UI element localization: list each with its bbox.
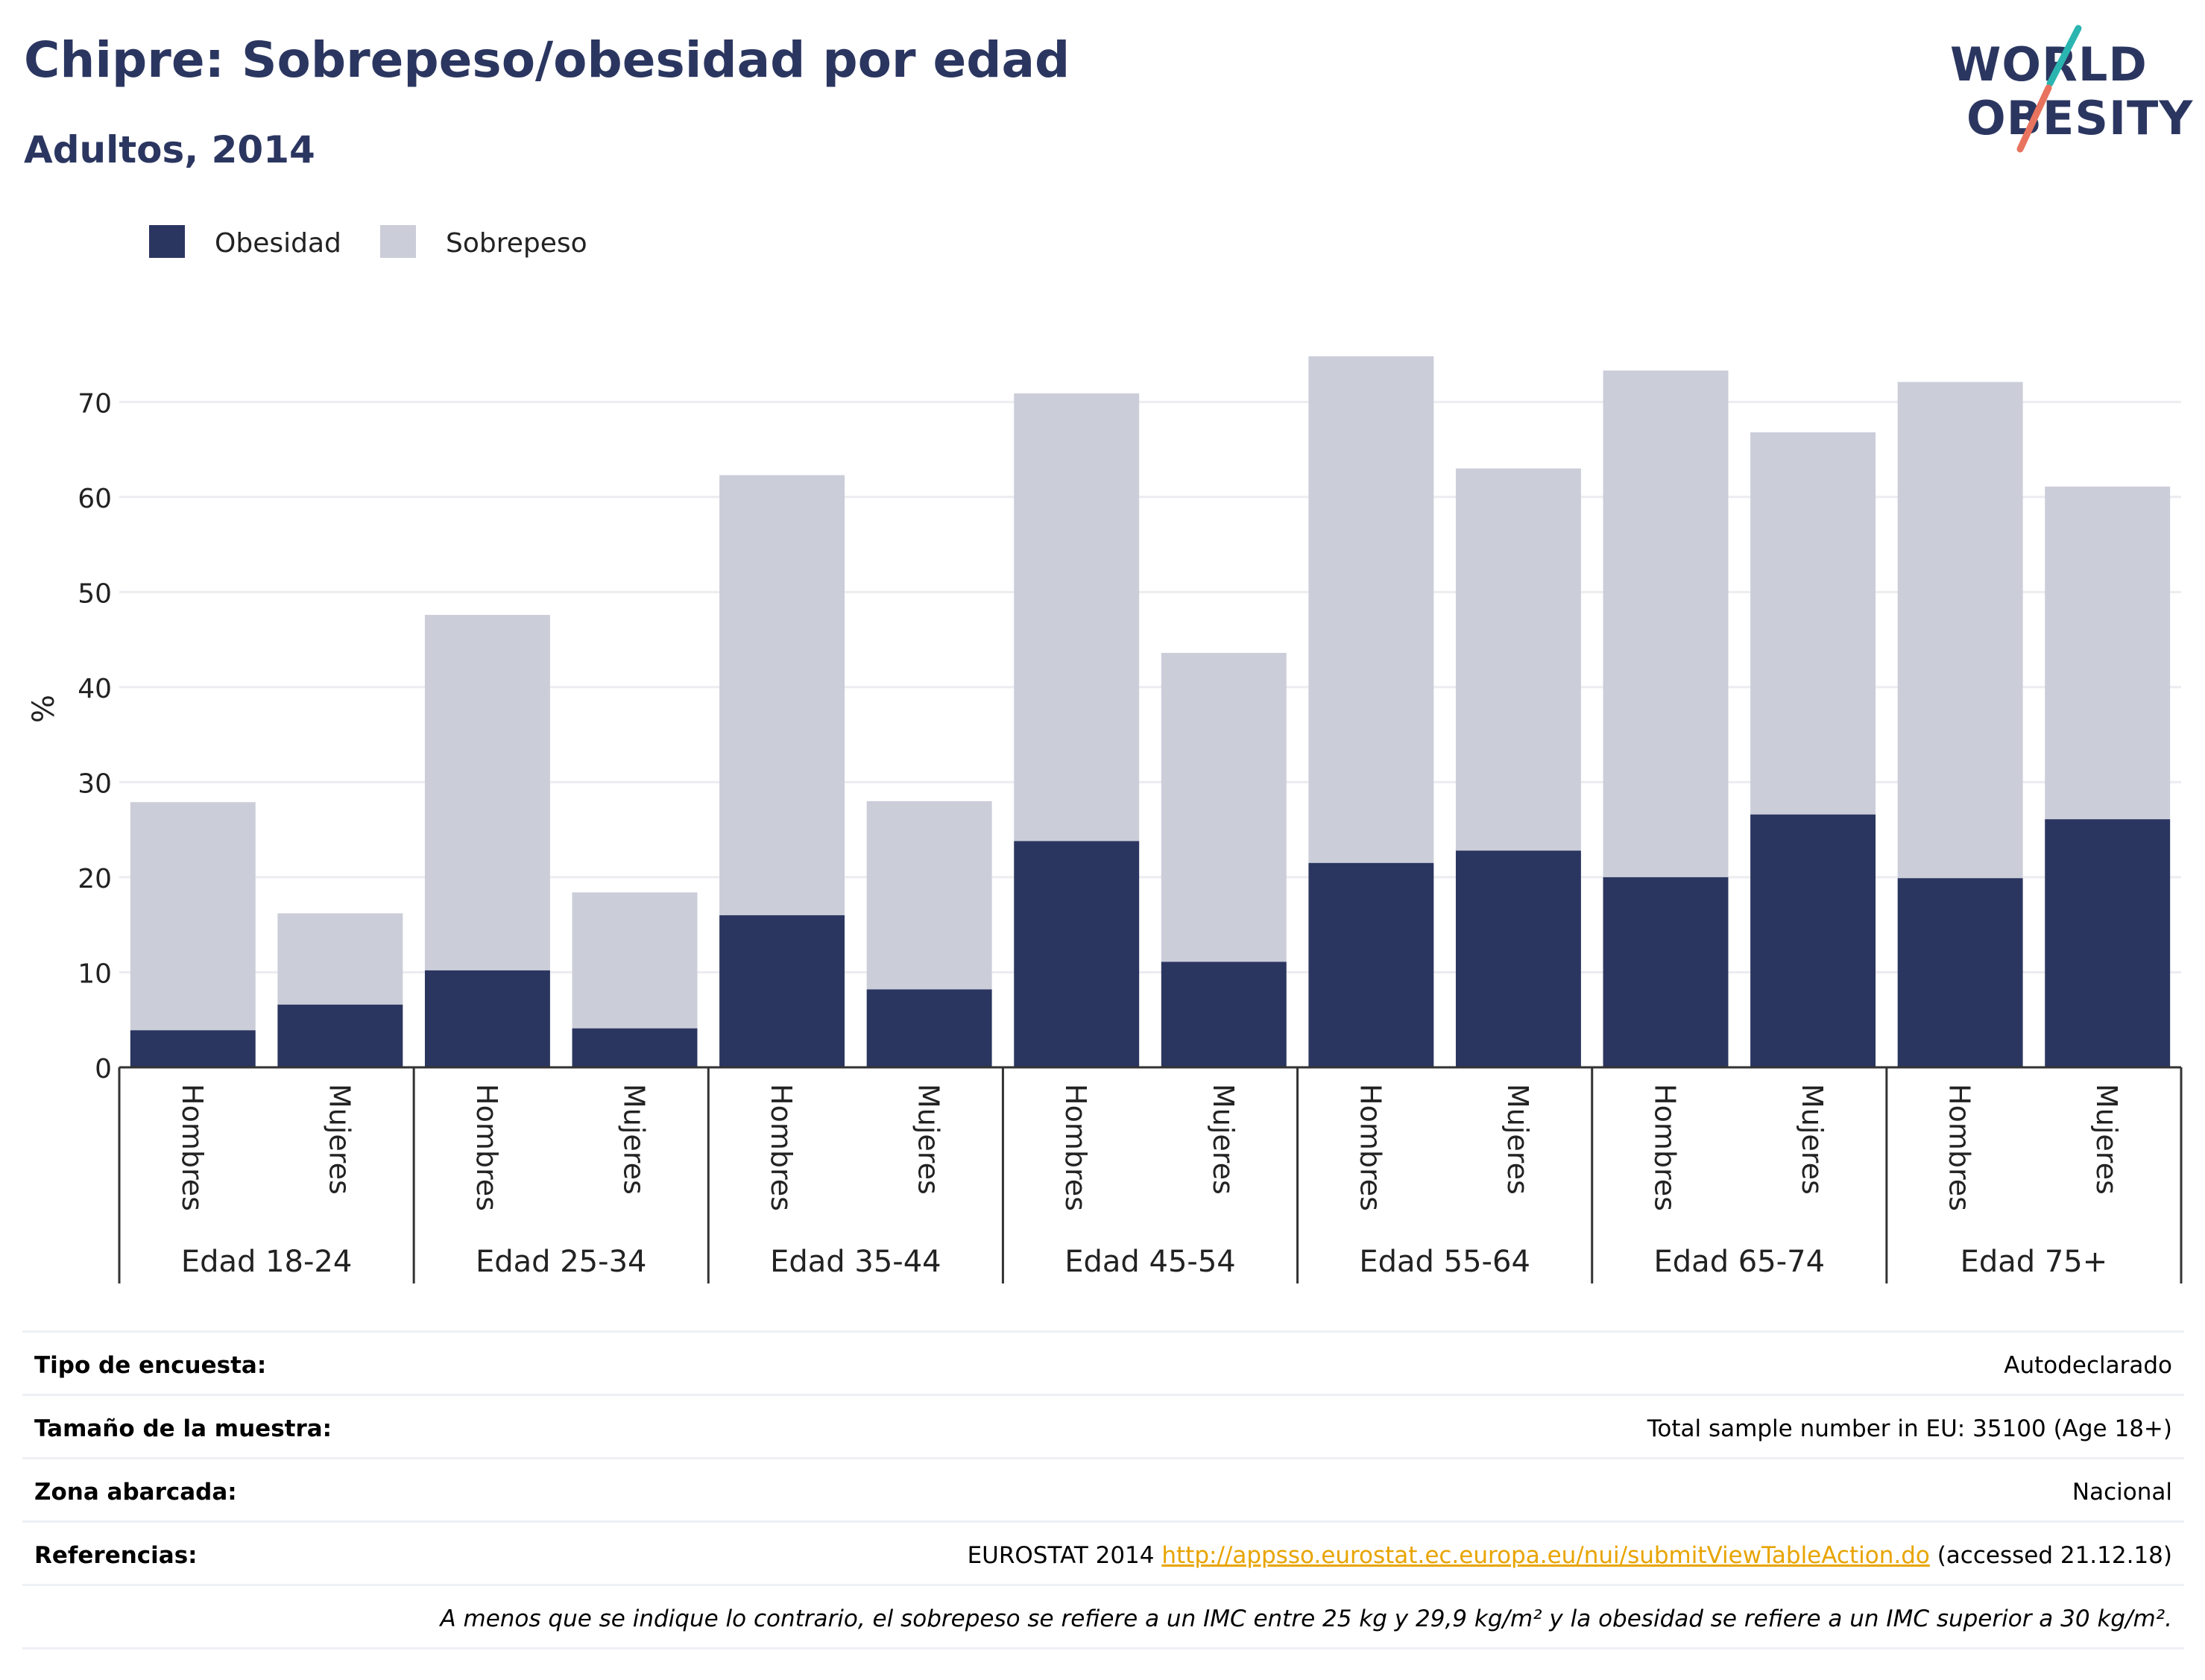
bar-obesidad [277, 1004, 403, 1067]
references-value: EUROSTAT 2014 http://appsso.eurostat.ec.… [968, 1542, 2172, 1569]
x-tick-label: Hombres [176, 1084, 209, 1211]
survey-type-value: Autodeclarado [2004, 1352, 2172, 1379]
references-prefix: EUROSTAT 2014 [967, 1542, 1162, 1569]
bar-sobrepeso [866, 800, 992, 990]
bar-sobrepeso [1897, 382, 2023, 879]
info-row-note: A menos que se indique lo contrario, el … [22, 1584, 2184, 1649]
bar-sobrepeso [130, 802, 256, 1031]
x-tick-label: Hombres [1059, 1084, 1092, 1211]
bar-sobrepeso [1603, 370, 1729, 877]
bar-sobrepeso [1455, 468, 1581, 851]
area-label: Zona abarcada: [34, 1479, 237, 1506]
x-tick-label: Hombres [470, 1084, 503, 1211]
sample-size-value: Total sample number in EU: 35100 (Age 18… [1647, 1415, 2172, 1442]
x-tick-label: Mujeres [1501, 1084, 1534, 1195]
legend-label-sobrepeso: Sobrepeso [446, 228, 587, 259]
y-tick-label: 60 [78, 484, 112, 514]
info-row-survey-type: Tipo de encuesta: Autodeclarado [22, 1330, 2184, 1394]
bar-sobrepeso [719, 475, 845, 915]
bar-obesidad [719, 915, 845, 1067]
group-label: Edad 55-64 [1359, 1245, 1530, 1279]
bar-obesidad [1455, 850, 1581, 1067]
info-row-sample-size: Tamaño de la muestra: Total sample numbe… [22, 1394, 2184, 1457]
x-tick-label: Mujeres [618, 1084, 651, 1195]
x-tick-label: Hombres [1649, 1084, 1682, 1211]
y-axis-label: % [27, 695, 61, 723]
info-row-area: Zona abarcada: Nacional [22, 1457, 2184, 1520]
bar-obesidad [1603, 877, 1729, 1067]
legend-swatch-obesidad [149, 225, 185, 258]
bar-sobrepeso [2045, 486, 2171, 820]
x-tick-label: Mujeres [2090, 1084, 2123, 1195]
bar-obesidad [2045, 819, 2171, 1067]
references-suffix: (accessed 21.12.18) [1929, 1542, 2172, 1569]
area-value: Nacional [2072, 1479, 2172, 1506]
x-tick-label: Hombres [1354, 1084, 1387, 1211]
x-tick-label: Mujeres [1796, 1084, 1829, 1195]
group-label: Edad 18-24 [181, 1245, 353, 1279]
x-tick-label: Mujeres [1207, 1084, 1240, 1195]
group-label: Edad 65-74 [1654, 1245, 1826, 1279]
bar-sobrepeso [424, 614, 550, 970]
sample-size-label: Tamaño de la muestra: [34, 1415, 332, 1442]
references-label: Referencias: [34, 1542, 198, 1569]
info-row-references: Referencias: EUROSTAT 2014 http://appsso… [22, 1520, 2184, 1584]
x-tick-label: Mujeres [323, 1084, 356, 1195]
group-label: Edad 35-44 [770, 1245, 941, 1279]
bar-sobrepeso [1750, 432, 1876, 815]
definition-note: A menos que se indique lo contrario, el … [440, 1605, 2172, 1632]
info-table: Tipo de encuesta: Autodeclarado Tamaño d… [22, 1330, 2184, 1649]
logo-slash-icon [2016, 25, 2082, 153]
world-obesity-logo: WORLD OBESITY [1931, 22, 2192, 157]
bar-sobrepeso [277, 913, 403, 1005]
y-tick-label: 20 [78, 864, 112, 894]
group-label: Edad 25-34 [476, 1245, 647, 1279]
x-tick-label: Hombres [765, 1084, 798, 1211]
y-tick-label: 10 [78, 959, 112, 989]
y-tick-label: 0 [95, 1054, 112, 1084]
bar-chart: Obesidad Sobrepeso 0 10 20 30 40 50 60 70% Hombres… [27, 225, 2183, 1283]
y-tick-label: 40 [78, 674, 112, 704]
x-tick-label: Mujeres [912, 1084, 945, 1195]
survey-type-label: Tipo de encuesta: [34, 1352, 267, 1379]
bar-obesidad [1897, 878, 2023, 1067]
bar-sobrepeso [1161, 652, 1287, 962]
bar-obesidad [572, 1028, 698, 1067]
bar-obesidad [130, 1030, 256, 1067]
bar-obesidad [424, 970, 550, 1067]
bar-obesidad [866, 989, 992, 1067]
bar-sobrepeso [1308, 356, 1434, 863]
y-tick-label: 50 [78, 578, 112, 609]
legend-label-obesidad: Obesidad [215, 228, 341, 259]
chart-subtitle: Adultos, 2014 [24, 128, 315, 171]
bar-sobrepeso [1014, 393, 1140, 841]
bar-obesidad [1750, 814, 1876, 1067]
logo-line-2: OBESITY [1966, 91, 2194, 145]
bar-obesidad [1161, 961, 1287, 1067]
group-label: Edad 75+ [1960, 1245, 2108, 1279]
bar-obesidad [1014, 841, 1140, 1067]
legend-swatch-sobrepeso [380, 225, 416, 258]
references-link[interactable]: http://appsso.eurostat.ec.europa.eu/nui/… [1161, 1542, 1930, 1569]
bar-sobrepeso [572, 892, 698, 1029]
chart-title: Chipre: Sobrepeso/obesidad por edad [24, 31, 1070, 89]
bar-obesidad [1308, 862, 1434, 1067]
x-tick-label: Hombres [1943, 1084, 1976, 1211]
group-label: Edad 45-54 [1064, 1245, 1236, 1279]
y-tick-label: 70 [78, 388, 112, 419]
y-tick-label: 30 [78, 768, 112, 799]
